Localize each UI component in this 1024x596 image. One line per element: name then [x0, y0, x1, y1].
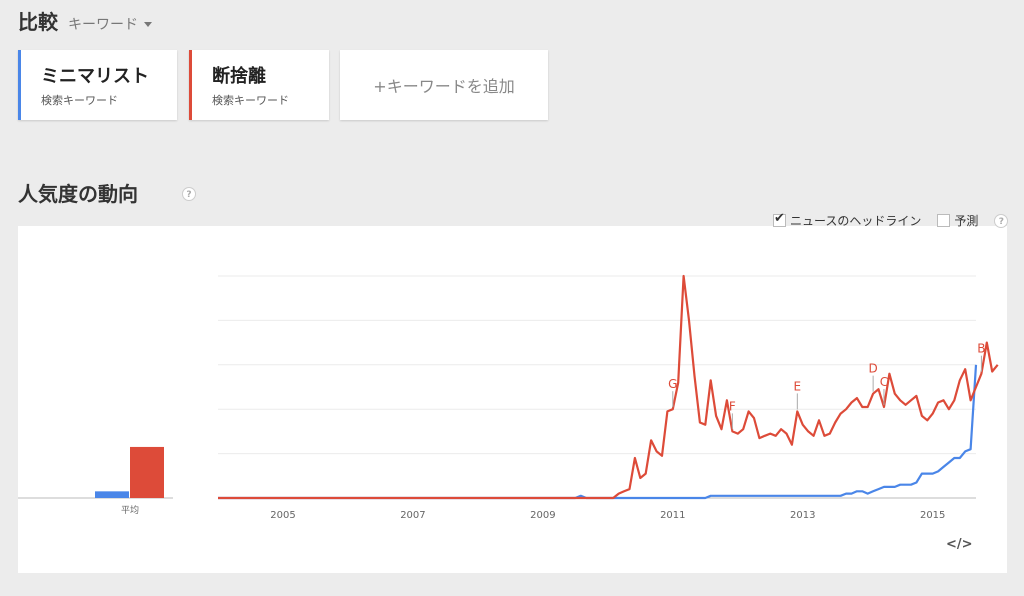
term-name: ミニマリスト: [41, 66, 149, 87]
term-type: 検索キーワード: [41, 94, 118, 107]
help-icon[interactable]: ?: [182, 187, 196, 201]
series-line: [218, 364, 978, 500]
forecast-option[interactable]: 予測: [937, 212, 978, 229]
annotation-label: D: [869, 362, 878, 376]
annotation-label: E: [794, 379, 802, 393]
x-tick-label: 2007: [400, 510, 425, 521]
x-tick-label: 2011: [660, 510, 685, 521]
keyword-type-label: キーワード: [68, 17, 138, 33]
average-label: 平均: [121, 504, 139, 516]
annotation-label: G: [668, 377, 677, 391]
term-name: 断捨離: [212, 66, 266, 87]
annotation-label: B: [977, 342, 985, 356]
series-line: [218, 274, 999, 500]
term-card-1[interactable]: ミニマリスト 検索キーワード: [18, 50, 177, 120]
x-tick-label: 2013: [790, 510, 815, 521]
chart-options: ニュースのヘッドライン 予測 ?: [773, 211, 1009, 229]
annotation-label: F: [729, 399, 736, 413]
embed-code-button[interactable]: </>: [946, 537, 973, 552]
news-headlines-checkbox[interactable]: [773, 211, 786, 227]
term-card-2[interactable]: 断捨離 検索キーワード: [189, 50, 329, 120]
page-title: 比較: [18, 10, 58, 34]
news-headlines-option[interactable]: ニュースのヘッドライン: [773, 211, 922, 229]
average-bar: [130, 446, 164, 498]
help-icon[interactable]: ?: [994, 213, 1009, 228]
x-tick-label: 2005: [270, 510, 295, 521]
forecast-label: 予測: [954, 214, 979, 228]
section-title: 人気度の動向: [18, 182, 138, 206]
forecast-checkbox[interactable]: [937, 214, 951, 227]
add-term-button[interactable]: +キーワードを追加: [340, 50, 548, 120]
keyword-type-dropdown[interactable]: キーワード: [68, 14, 152, 34]
chart-panel: 平均200520072009201120132015GFEDCBA: [18, 215, 1007, 573]
interest-over-time-chart: 平均200520072009201120132015GFEDCBA: [18, 215, 999, 521]
annotation-label: C: [880, 375, 888, 389]
comparison-header: 比較 キーワード: [18, 6, 152, 35]
term-type: 検索キーワード: [212, 94, 289, 107]
x-tick-label: 2009: [530, 510, 555, 521]
x-tick-label: 2015: [920, 510, 945, 521]
news-headlines-label: ニュースのヘッドライン: [790, 214, 922, 228]
average-bar: [95, 491, 129, 498]
caret-down-icon: [144, 21, 152, 27]
